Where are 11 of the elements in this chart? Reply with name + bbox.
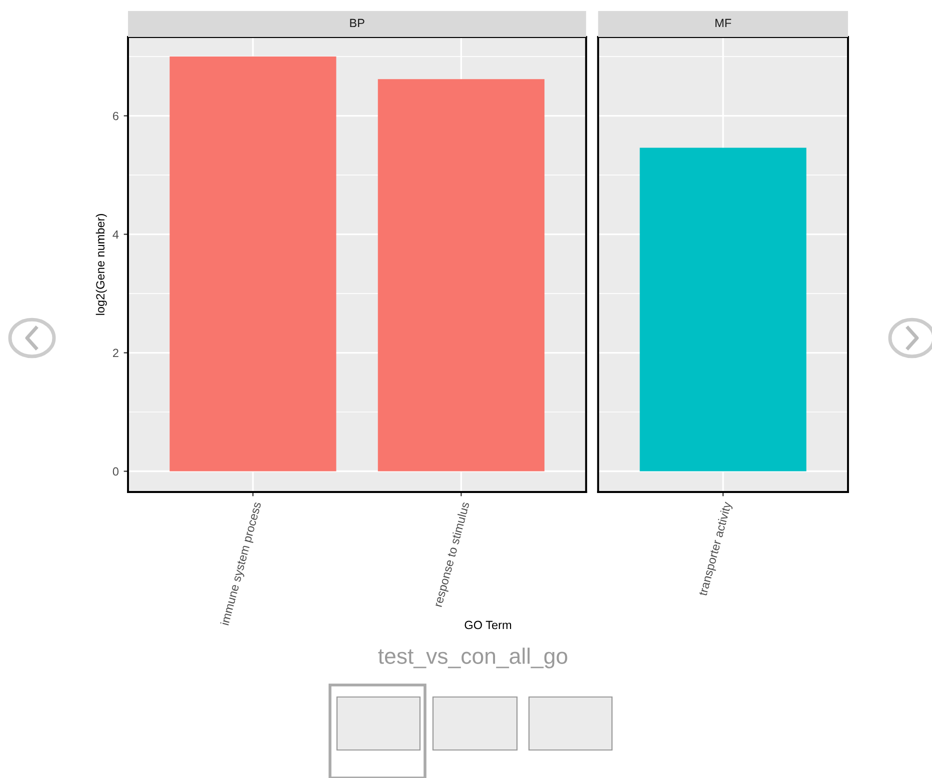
x-axis-title: GO Term xyxy=(464,620,512,630)
x-tick-label: response to stimulus xyxy=(433,501,472,608)
chart-title: MF xyxy=(716,18,732,28)
y-tick-label: 6 xyxy=(113,112,118,120)
chart-title: BP xyxy=(350,18,364,28)
y-tick-label: 4 xyxy=(112,230,119,239)
y-tick-label: 0 xyxy=(112,467,119,476)
x-tick-label: immune system process xyxy=(220,501,264,626)
text: test_vs_con_all_go xyxy=(378,648,568,668)
y-axis-title: log2(Gene number) xyxy=(96,214,107,315)
y-tick-label: 2 xyxy=(113,348,118,358)
